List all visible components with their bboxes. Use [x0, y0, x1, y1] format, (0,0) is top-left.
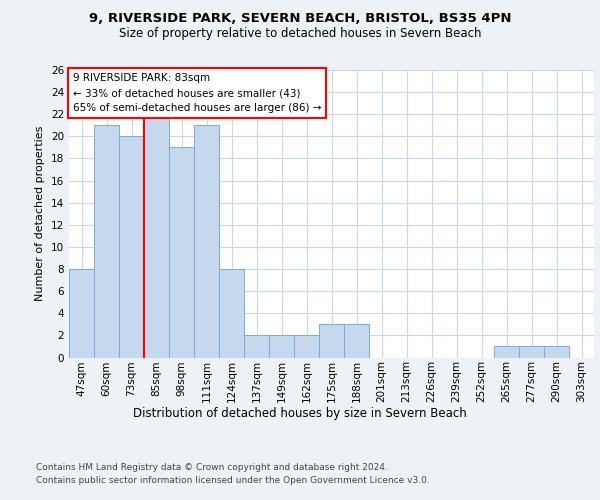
Y-axis label: Number of detached properties: Number of detached properties: [35, 126, 46, 302]
Text: Distribution of detached houses by size in Severn Beach: Distribution of detached houses by size …: [133, 408, 467, 420]
Bar: [319, 324, 344, 358]
Bar: [494, 346, 519, 358]
Text: Size of property relative to detached houses in Severn Beach: Size of property relative to detached ho…: [119, 28, 481, 40]
Bar: [194, 126, 219, 358]
Bar: [144, 114, 169, 358]
Bar: [544, 346, 569, 358]
Bar: [269, 336, 294, 357]
Bar: [294, 336, 319, 357]
Bar: [169, 148, 194, 358]
Text: Contains HM Land Registry data © Crown copyright and database right 2024.: Contains HM Land Registry data © Crown c…: [36, 462, 388, 471]
Bar: [344, 324, 369, 358]
Bar: [69, 269, 94, 358]
Text: 9 RIVERSIDE PARK: 83sqm
← 33% of detached houses are smaller (43)
65% of semi-de: 9 RIVERSIDE PARK: 83sqm ← 33% of detache…: [73, 74, 321, 113]
Bar: [244, 336, 269, 357]
Bar: [519, 346, 544, 358]
Bar: [94, 126, 119, 358]
Bar: [219, 269, 244, 358]
Bar: [119, 136, 144, 358]
Text: Contains public sector information licensed under the Open Government Licence v3: Contains public sector information licen…: [36, 476, 430, 485]
Text: 9, RIVERSIDE PARK, SEVERN BEACH, BRISTOL, BS35 4PN: 9, RIVERSIDE PARK, SEVERN BEACH, BRISTOL…: [89, 12, 511, 26]
